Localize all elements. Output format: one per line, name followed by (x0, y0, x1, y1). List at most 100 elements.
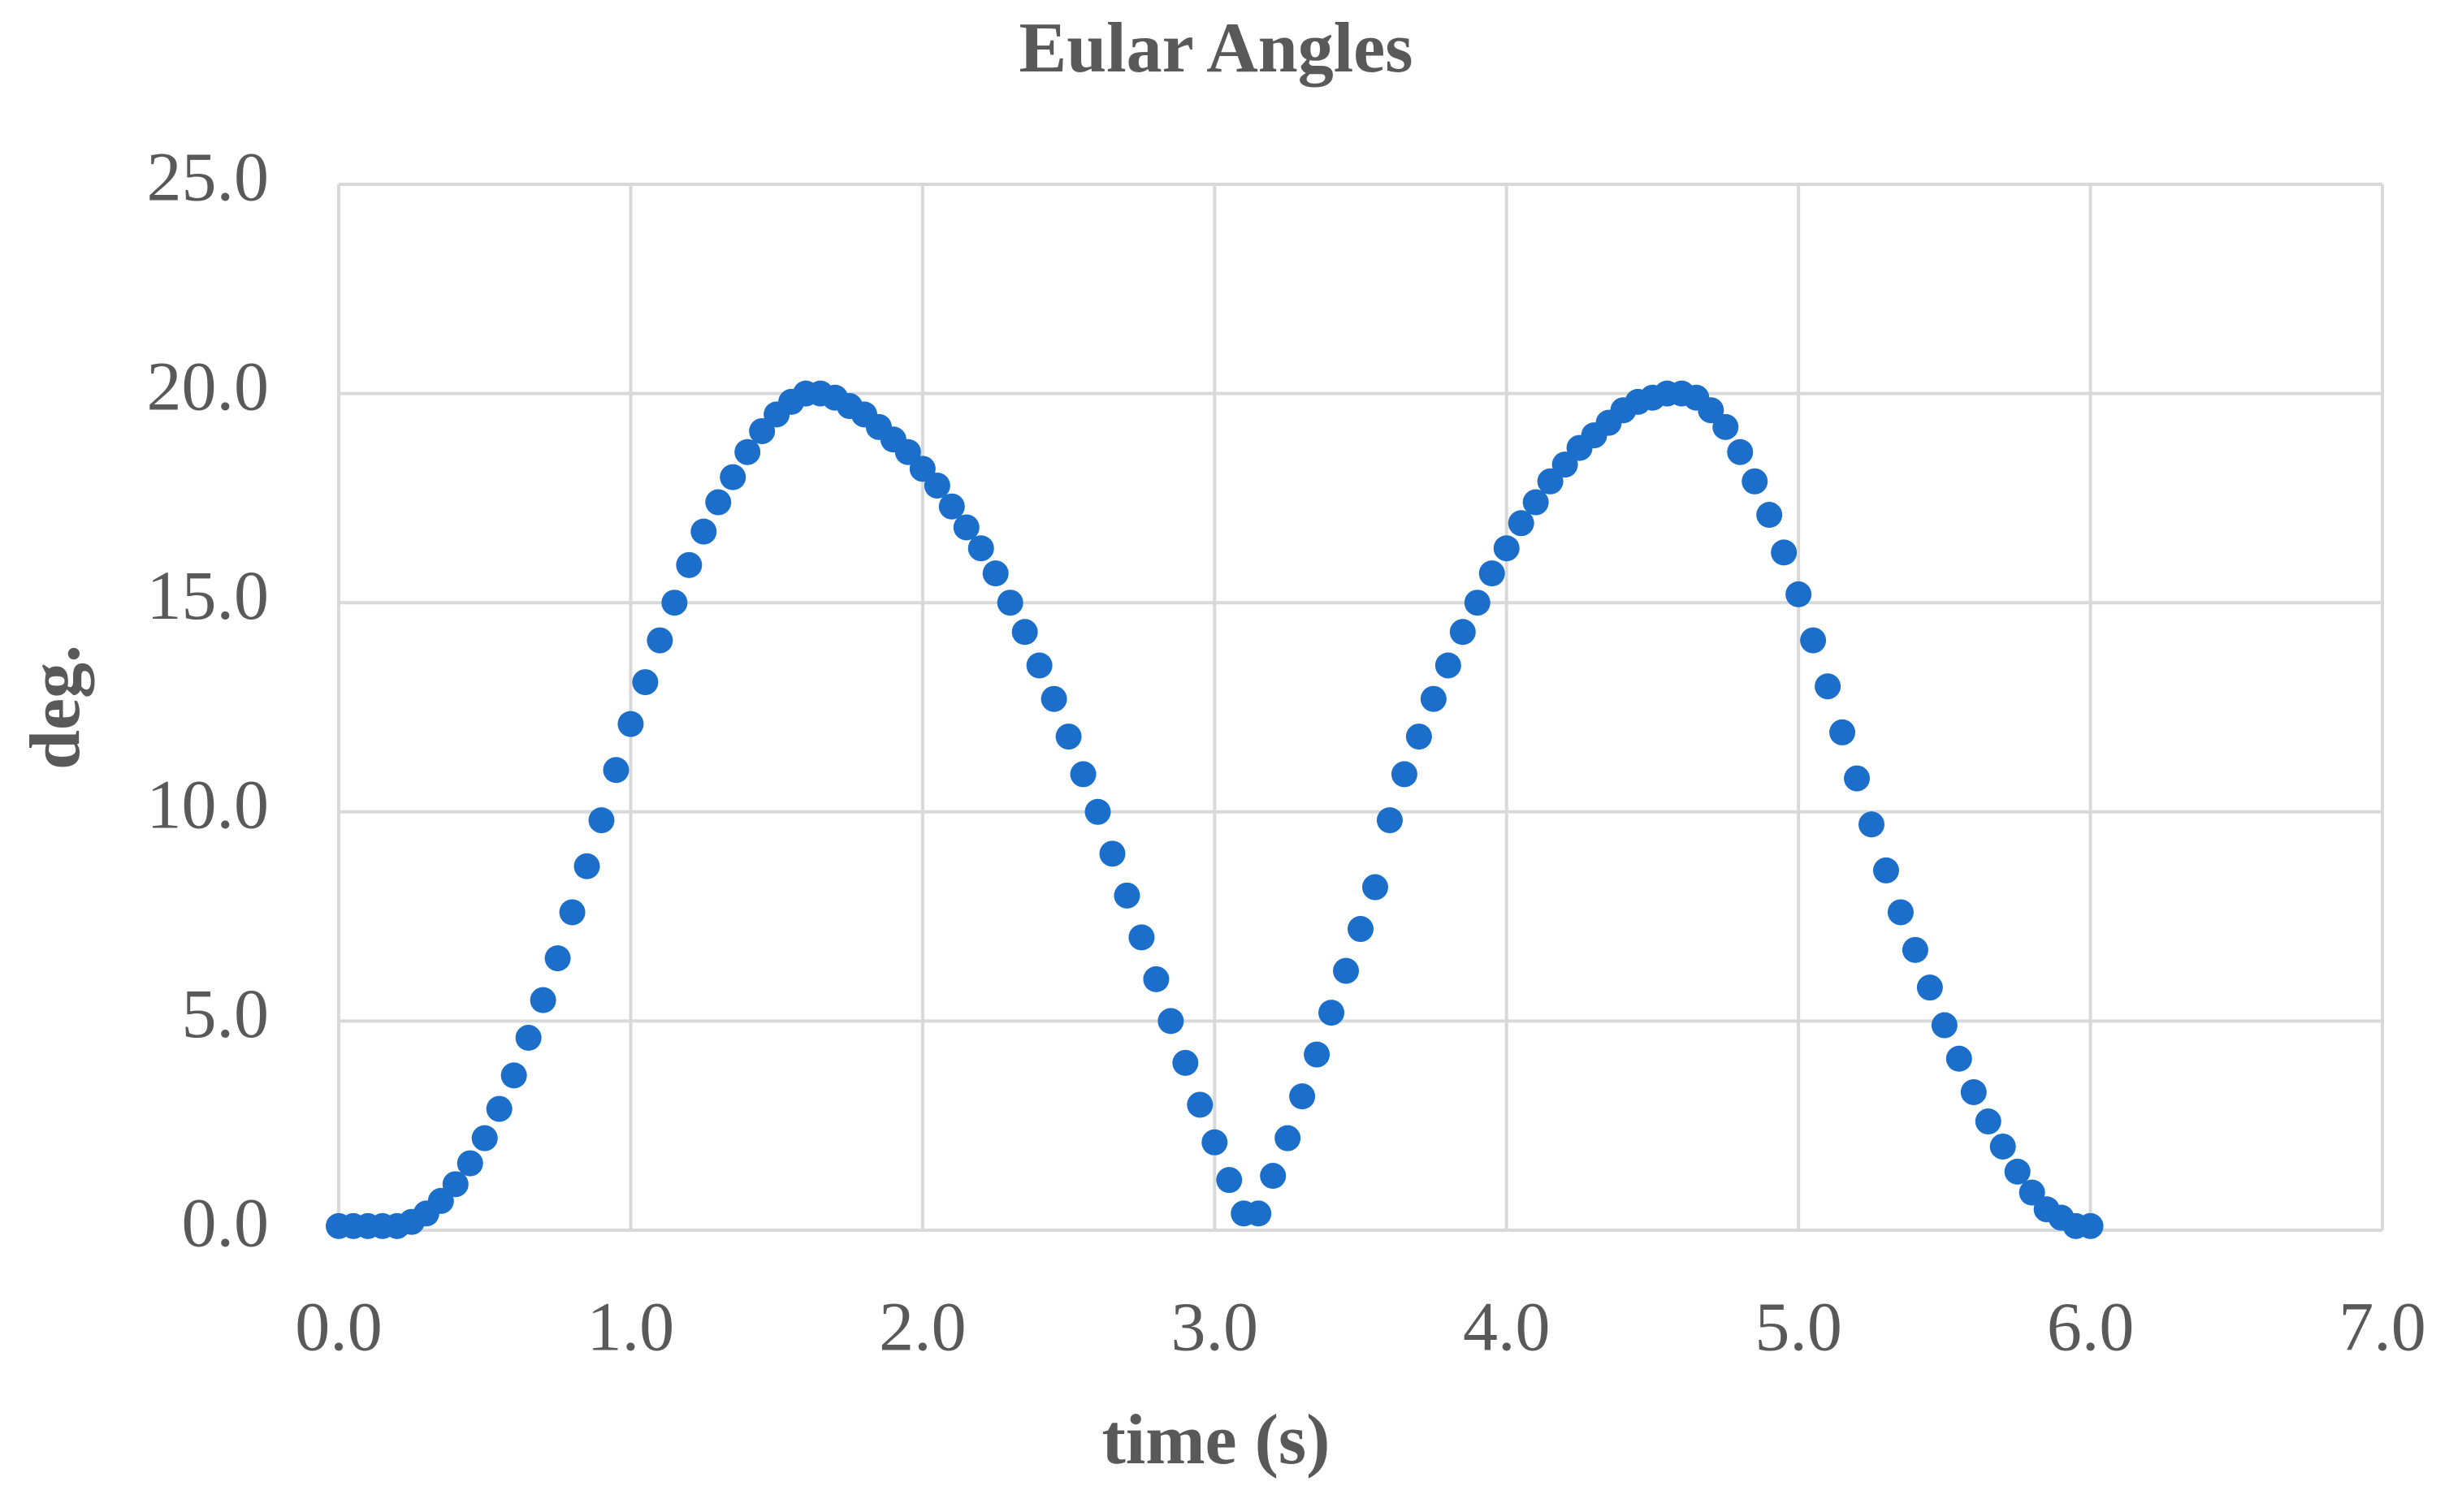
data-point (427, 1187, 454, 1214)
data-point (1289, 1083, 1316, 1110)
data-point (2004, 1158, 2031, 1185)
data-point (573, 853, 600, 879)
data-point (471, 1125, 498, 1151)
x-tick-label: 4.0 (1463, 1288, 1551, 1366)
data-point (1318, 1000, 1345, 1026)
data-point (1304, 1041, 1331, 1068)
data-point (1887, 899, 1914, 926)
data-point (705, 489, 732, 516)
data-point (1114, 882, 1140, 909)
data-point (1172, 1049, 1199, 1076)
data-point (1420, 685, 1447, 712)
data-point (1537, 468, 1564, 495)
data-point (982, 560, 1009, 587)
data-point (1931, 1012, 1958, 1039)
data-point (500, 1062, 527, 1089)
data-point (1187, 1091, 1214, 1118)
data-point (1041, 685, 1067, 712)
data-point (1449, 619, 1476, 646)
chart-title: Eular Angles (1019, 9, 1413, 88)
x-tick-label: 5.0 (1755, 1288, 1842, 1366)
data-point (938, 493, 965, 520)
x-tick-label: 3.0 (1171, 1288, 1259, 1366)
x-tick-label: 0.0 (295, 1288, 383, 1366)
data-point (1143, 966, 1170, 992)
data-point (1376, 807, 1403, 834)
data-point (1902, 936, 1928, 963)
data-point (2077, 1212, 2104, 1239)
data-point (1405, 724, 1432, 750)
y-axis-label: deg. (16, 645, 95, 770)
data-point (1099, 840, 1126, 867)
data-point (1274, 1125, 1301, 1151)
data-point (1712, 413, 1739, 440)
data-point (1070, 761, 1097, 788)
y-tick-label: 0.0 (182, 1184, 270, 1262)
data-point (1800, 627, 1827, 654)
data-point (1434, 652, 1461, 679)
data-point (1960, 1078, 1987, 1105)
data-point (1128, 924, 1155, 951)
data-point (456, 1150, 483, 1177)
data-point (1698, 397, 1724, 424)
data-point (1522, 489, 1549, 516)
data-point (1785, 581, 1812, 607)
data-point (1478, 560, 1505, 587)
data-point (1742, 468, 1768, 495)
data-point (690, 518, 717, 545)
y-tick-label: 15.0 (147, 556, 270, 634)
data-point (1829, 719, 1856, 745)
data-point (1216, 1167, 1243, 1194)
y-tick-label: 20.0 (147, 347, 270, 425)
data-point (1975, 1108, 2001, 1135)
data-point (1551, 451, 1578, 478)
data-point (1872, 857, 1899, 883)
data-point (1464, 590, 1491, 616)
data-point (1508, 510, 1534, 537)
data-point (676, 551, 703, 578)
data-point (749, 417, 776, 444)
data-point (1815, 673, 1841, 700)
y-tick-label: 5.0 (182, 974, 270, 1052)
data-point (1771, 539, 1798, 566)
data-point (1493, 535, 1520, 562)
data-point (1361, 874, 1388, 901)
data-point (1916, 974, 1943, 1001)
data-point (588, 807, 615, 834)
data-point (1201, 1129, 1228, 1156)
x-tick-label: 6.0 (2047, 1288, 2135, 1366)
data-point (894, 438, 921, 465)
data-point (1391, 761, 1417, 788)
y-tick-label: 10.0 (147, 766, 270, 844)
data-point (1844, 765, 1871, 792)
data-point (734, 438, 761, 465)
x-tick-label: 7.0 (2339, 1288, 2426, 1366)
x-tick-label: 1.0 (587, 1288, 675, 1366)
data-point (559, 899, 586, 926)
data-point (617, 711, 644, 737)
data-point (515, 1025, 542, 1052)
data-point (1756, 502, 1783, 529)
x-tick-label: 2.0 (879, 1288, 967, 1366)
data-point (632, 669, 659, 696)
data-point (603, 757, 630, 784)
data-point (1055, 724, 1082, 750)
data-point (1945, 1045, 1972, 1072)
data-point (1026, 652, 1053, 679)
data-point (720, 464, 746, 490)
data-point (924, 472, 950, 499)
data-point (661, 590, 688, 616)
data-point (953, 514, 980, 541)
data-point (1260, 1163, 1287, 1190)
data-point (442, 1171, 469, 1198)
data-point (1157, 1008, 1184, 1035)
data-point (1245, 1200, 1272, 1227)
data-point (1348, 916, 1374, 943)
data-point (530, 987, 556, 1013)
data-point (1333, 957, 1360, 984)
data-point (486, 1095, 513, 1122)
data-point (647, 627, 673, 654)
